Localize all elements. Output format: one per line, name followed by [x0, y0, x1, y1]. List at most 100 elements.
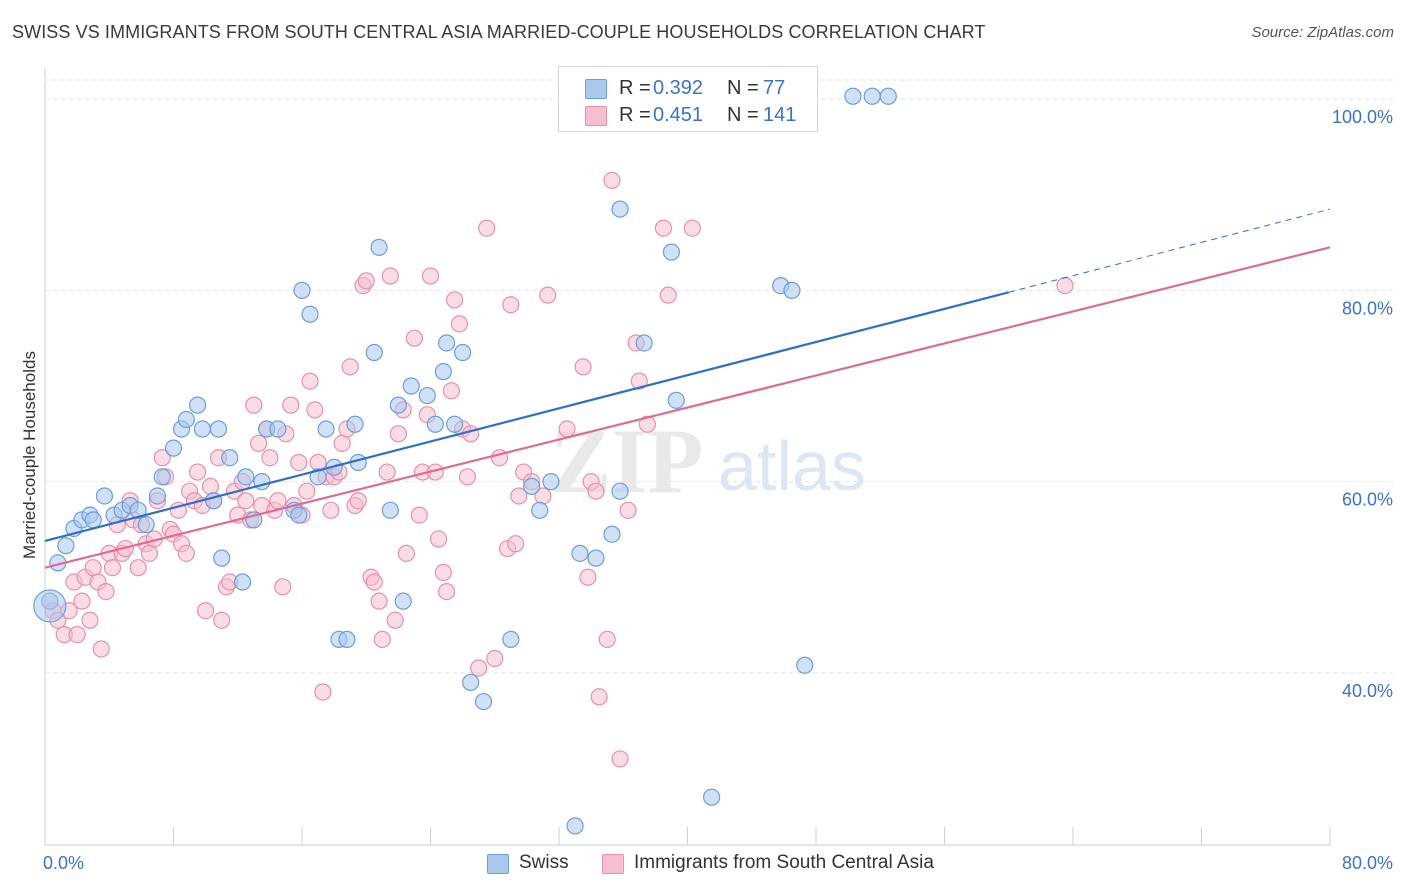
swiss-point	[434, 363, 452, 381]
immigrants-point	[405, 329, 424, 347]
swiss-point	[338, 630, 356, 649]
swiss-points	[33, 87, 897, 835]
swiss-point	[233, 573, 252, 591]
axes	[44, 68, 1331, 846]
immigrants-point	[470, 659, 488, 677]
y-tick-label: 60.0%	[1342, 490, 1393, 510]
swiss-point	[394, 592, 412, 610]
swiss-point	[301, 305, 319, 323]
immigrants-point	[611, 750, 629, 768]
immigrants-point	[638, 415, 656, 433]
swiss-point	[667, 391, 685, 409]
immigrants-point	[333, 434, 351, 452]
immigrants-point	[140, 544, 159, 562]
swiss-point	[635, 334, 653, 352]
immigrants-point	[84, 559, 102, 577]
swiss-point	[95, 487, 114, 505]
tick-labels: 40.0% 60.0% 80.0% 100.0% 0.0% 80.0%	[43, 107, 1393, 873]
swiss-point	[389, 396, 407, 414]
immigrants-point	[654, 219, 673, 237]
immigrants-point	[274, 578, 292, 596]
immigrants-point	[365, 573, 383, 591]
immigrants-r-value: 0.451	[653, 104, 704, 126]
immigrants-point	[370, 592, 388, 610]
immigrants-point	[587, 482, 605, 500]
swiss-point	[502, 630, 520, 649]
immigrants-point	[129, 559, 147, 577]
swiss-point	[164, 439, 183, 457]
swiss-point	[402, 377, 420, 395]
x-tick-label: 0.0%	[43, 853, 84, 873]
immigrants-point	[510, 487, 528, 505]
swiss-point	[542, 473, 560, 491]
immigrants-point	[349, 492, 367, 510]
immigrants-point	[386, 611, 404, 629]
swiss-n-value: 77	[763, 77, 786, 99]
swiss-point	[209, 420, 228, 438]
immigrants-point	[619, 501, 637, 519]
swiss-point	[237, 468, 255, 486]
swiss-point	[462, 673, 480, 692]
immigrants-point	[381, 267, 399, 285]
immigrants-point	[261, 449, 279, 467]
immigrants-point	[590, 688, 608, 706]
swiss-point	[188, 396, 207, 414]
immigrants-point	[341, 358, 359, 376]
x-tick-label: 80.0%	[1342, 853, 1393, 873]
immigrants-point	[314, 683, 332, 701]
swiss-point	[317, 420, 335, 438]
swiss-point	[381, 501, 399, 519]
immigrants-swatch	[585, 106, 607, 126]
swiss-point	[148, 487, 167, 505]
immigrants-point	[269, 492, 287, 510]
immigrants-n-value: 141	[763, 104, 797, 126]
immigrants-point	[450, 315, 469, 333]
immigrants-point	[245, 396, 263, 414]
y-tick-label: 100.0%	[1332, 107, 1393, 127]
immigrants-point	[201, 477, 220, 496]
bottom-immigrants-label: Immigrants from South Central Asia	[634, 852, 934, 873]
immigrants-point	[421, 267, 440, 285]
swiss-n-label: N =	[727, 77, 759, 99]
immigrants-point	[306, 401, 324, 419]
immigrants-points	[44, 171, 1074, 768]
immigrants-point	[683, 219, 701, 237]
swiss-point	[523, 477, 541, 496]
swiss-point	[702, 788, 721, 806]
immigrants-point	[630, 372, 648, 390]
immigrants-point	[97, 582, 115, 601]
immigrants-point	[502, 296, 520, 314]
immigrants-point	[410, 506, 428, 524]
immigrants-point	[103, 559, 122, 577]
swiss-point	[418, 386, 436, 405]
immigrants-point	[558, 420, 576, 438]
swiss-point-large	[33, 589, 67, 623]
y-axis-label: Married-couple Households	[20, 351, 39, 559]
swiss-point	[796, 656, 814, 674]
swiss-point	[879, 87, 897, 105]
swiss-point	[213, 549, 231, 567]
swiss-trend-line	[44, 291, 1010, 542]
immigrants-point	[574, 358, 592, 376]
swiss-point	[346, 415, 364, 433]
bottom-swiss-swatch	[487, 854, 509, 874]
swiss-point	[177, 410, 195, 429]
immigrants-point	[73, 592, 91, 610]
immigrants-point	[68, 626, 86, 644]
immigrants-point	[462, 425, 480, 443]
immigrants-point	[659, 286, 677, 304]
swiss-point	[221, 449, 239, 467]
immigrants-point	[598, 630, 616, 649]
swiss-point	[783, 281, 801, 299]
swiss-point	[437, 334, 456, 352]
trend-lines	[44, 208, 1331, 569]
immigrants-point	[429, 530, 448, 548]
swiss-point	[611, 482, 629, 500]
immigrants-point	[539, 286, 557, 304]
immigrants-point	[434, 563, 452, 582]
swiss-point	[587, 549, 605, 567]
immigrants-point	[389, 425, 407, 443]
immigrants-point	[213, 611, 231, 629]
immigrants-point	[378, 463, 396, 481]
legend-row-immigrants: R = 0.451 N = 141	[559, 102, 817, 130]
